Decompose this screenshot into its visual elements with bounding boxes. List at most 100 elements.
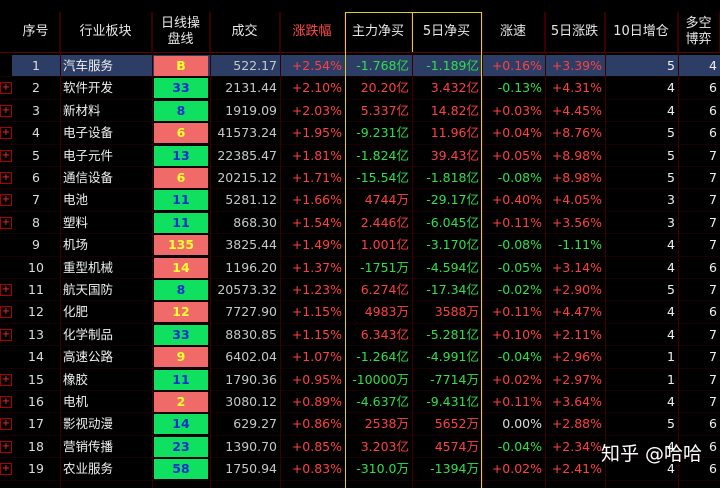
row-separator (0, 300, 720, 302)
table-cell: 化学制品 (63, 326, 114, 342)
column-header: 日线操 盘线 (152, 12, 210, 52)
table-cell: 0.00% (502, 416, 542, 432)
table-cell: -9.431亿 (426, 394, 479, 409)
watermark: 知乎 @哈哈 (600, 443, 702, 465)
table-cell: 4 (667, 394, 675, 409)
table-cell: 4574万 (434, 438, 479, 454)
table-cell: -4.637亿 (356, 394, 409, 409)
table-cell: -310.0万 (356, 461, 409, 477)
table-cell: 6402.04 (225, 349, 277, 365)
table-cell: 6 (709, 416, 717, 432)
table-cell: +1.95% (291, 125, 342, 141)
table-cell: +2.41% (551, 461, 602, 477)
row-separator (0, 412, 720, 414)
expand-button: + (0, 284, 12, 296)
table-cell: 6 (709, 304, 717, 320)
table-cell: -1.11% (557, 237, 602, 253)
table-cell: 机场 (63, 237, 89, 253)
table-cell: +0.16% (491, 58, 542, 73)
table-cell: 4 (667, 304, 675, 320)
table-cell: 4 (667, 461, 675, 477)
table-cell: +4.45% (551, 102, 602, 118)
signal-cell: 58 (154, 459, 208, 480)
table-cell: 3.203亿 (360, 438, 409, 454)
column-divider (482, 12, 483, 488)
table-cell: 18 (28, 438, 44, 454)
table-cell: 1 (667, 371, 675, 387)
table-cell: -0.05% (497, 259, 542, 275)
table-cell: 14.82亿 (430, 102, 479, 118)
signal-cell: 6 (154, 168, 208, 188)
table-cell: 7 (709, 394, 717, 409)
table-cell: 17 (28, 416, 44, 432)
table-cell: +0.86% (291, 416, 342, 432)
table-cell: +1.15% (291, 304, 342, 320)
table-cell: 3080.12 (225, 394, 277, 409)
table-cell: -6.045亿 (426, 214, 479, 230)
table-cell: +8.98% (551, 170, 602, 185)
table-cell: 522.17 (233, 58, 277, 73)
row-separator (0, 434, 720, 436)
expand-button: + (0, 306, 12, 319)
table-cell: +0.05% (491, 147, 542, 163)
table-cell: 629.27 (233, 416, 277, 432)
table-cell: 20573.32 (217, 282, 277, 297)
row-separator (0, 255, 720, 257)
table-cell: 16 (28, 394, 44, 409)
table-cell: -0.02% (497, 282, 542, 297)
signal-cell: 8 (154, 100, 208, 121)
table-cell: +2.10% (291, 80, 342, 96)
expand-button: + (0, 104, 12, 117)
column-divider (210, 12, 211, 488)
table-cell: 4744万 (364, 192, 409, 208)
signal-cell: 2 (154, 392, 208, 412)
column-header: 10日增仓 (605, 12, 678, 52)
expand-button: + (0, 82, 12, 95)
table-cell: 电池 (63, 192, 89, 208)
table-cell: 6 (709, 438, 717, 454)
table-cell: -3.170亿 (426, 237, 479, 253)
table-cell: 1390.70 (225, 438, 277, 454)
expand-button: + (0, 418, 12, 431)
table-cell: +1.23% (291, 282, 342, 297)
table-cell: -0.08% (497, 237, 542, 253)
table-cell: 6 (709, 259, 717, 275)
signal-cell: 12 (154, 302, 208, 323)
table-cell: 航天国防 (63, 282, 114, 297)
table-cell: 1 (32, 58, 40, 73)
table-cell: +4.47% (551, 304, 602, 320)
table-cell: 39.43亿 (430, 147, 479, 163)
table-cell: 14 (28, 349, 44, 365)
table-cell: 9 (32, 237, 40, 253)
table-cell: -1394万 (430, 461, 479, 477)
table-cell: +4.31% (551, 80, 602, 96)
table-cell: +1.81% (291, 147, 342, 163)
table-cell: -5.281亿 (426, 326, 479, 342)
table-cell: 4 (667, 80, 675, 96)
column-header: 行业板块 (60, 12, 152, 52)
row-separator (0, 210, 720, 212)
signal-cell: 33 (154, 324, 208, 345)
table-cell: 4 (32, 125, 40, 141)
table-cell: -1751万 (360, 259, 409, 275)
signal-cell: 11 (154, 369, 208, 390)
expand-button: + (0, 463, 12, 476)
table-cell: +0.89% (291, 394, 342, 409)
table-cell: +0.40% (491, 192, 542, 208)
table-cell: 化肥 (63, 304, 89, 320)
table-cell: +0.02% (491, 371, 542, 387)
table-cell: +4.05% (551, 192, 602, 208)
table-cell: 4983万 (364, 304, 409, 320)
header-border (0, 52, 720, 53)
table-cell: 11.96亿 (430, 125, 479, 141)
row-separator (0, 367, 720, 369)
row-separator (0, 345, 720, 347)
table-cell: 4 (667, 326, 675, 342)
highlight-divider (412, 12, 413, 52)
column-header: 5日涨跌 (545, 12, 605, 52)
table-cell: 4 (667, 259, 675, 275)
expand-button: + (0, 373, 12, 386)
column-header: 成交 (210, 12, 280, 52)
table-cell: 2538万 (364, 416, 409, 432)
row-separator (0, 121, 720, 123)
